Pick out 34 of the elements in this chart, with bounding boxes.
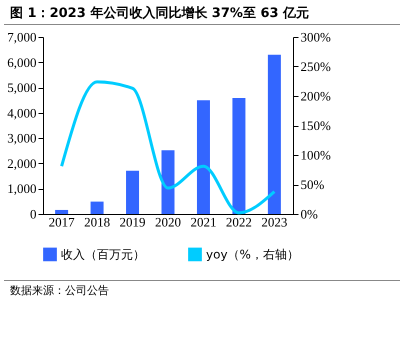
bar <box>162 150 174 214</box>
y-tick-label: 3,000 <box>7 130 36 146</box>
y-tick-label: 5,000 <box>7 80 36 96</box>
y-tick-label: 7,000 <box>7 30 36 44</box>
bar <box>126 170 140 214</box>
bar <box>90 202 104 214</box>
legend-label: 收入（百万元） <box>61 247 145 262</box>
bar <box>268 54 281 214</box>
y2-tick-label: 300% <box>300 30 331 44</box>
y-tick-label: 6,000 <box>7 54 36 70</box>
y-tick-label: 4,000 <box>7 105 36 120</box>
x-tick-label: 2019 <box>120 214 146 230</box>
source-note: 数据来源：公司公告 <box>4 280 400 300</box>
bar <box>232 98 246 214</box>
legend-label: yoy（%，右轴） <box>206 247 299 262</box>
chart-title: 图 1：2023 年公司收入同比增长 37%至 63 亿元 <box>4 0 400 25</box>
y2-tick-label: 250% <box>300 59 331 74</box>
x-tick-label: 2020 <box>155 214 181 230</box>
bar <box>55 210 68 214</box>
x-tick-label: 2017 <box>48 214 76 230</box>
x-tick-label: 2018 <box>84 214 110 230</box>
x-tick-label: 2021 <box>190 214 216 230</box>
y2-tick-label: 0% <box>300 206 318 222</box>
x-tick-label: 2022 <box>226 214 252 230</box>
bar <box>196 100 210 214</box>
y-tick-label: 0 <box>30 206 36 222</box>
x-tick-label: 2023 <box>261 214 288 230</box>
y2-tick-label: 50% <box>300 177 324 192</box>
y2-tick-label: 200% <box>300 88 331 104</box>
line-series <box>60 80 276 214</box>
y2-tick-label: 100% <box>300 148 331 162</box>
y2-tick-label: 150% <box>300 118 331 133</box>
y-tick-label: 1,000 <box>7 181 36 196</box>
y-tick-label: 2,000 <box>7 156 36 171</box>
